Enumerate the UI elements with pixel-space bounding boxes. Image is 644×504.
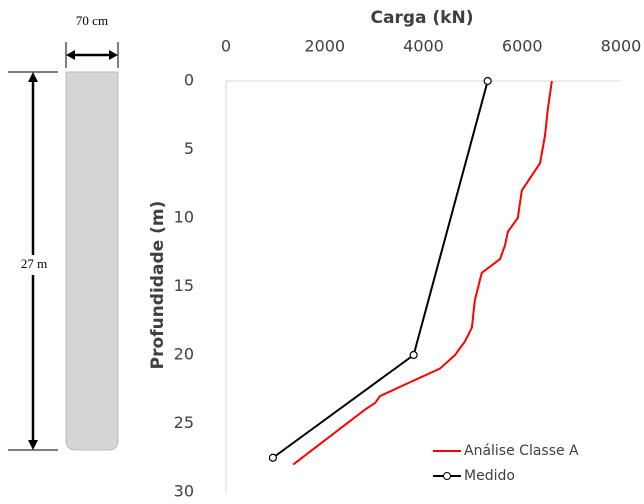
y-tick-label: 25: [174, 413, 194, 432]
pile-diagram: 70 cm 27 m: [8, 13, 119, 451]
point: [409, 350, 418, 360]
pile: [65, 71, 119, 451]
series-line: [272, 80, 489, 459]
y-tick-label: 15: [174, 276, 194, 295]
x-tick-label: 6000: [502, 37, 543, 56]
y-axis-label: Profundidade (m): [148, 201, 168, 370]
y-tick-label: 5: [184, 139, 194, 158]
length-label: 27 m: [21, 256, 47, 271]
y-tick-label: 10: [174, 208, 194, 227]
x-tick-label: 2000: [304, 37, 345, 56]
y-tick-label: 30: [174, 482, 194, 501]
x-tick-label: 8000: [601, 37, 642, 56]
point: [483, 76, 492, 86]
x-tick-label: 4000: [403, 37, 444, 56]
chart-title: Carga (kN): [371, 8, 474, 28]
point: [268, 453, 278, 462]
legend-label: Medido: [464, 468, 515, 484]
y-tick-label: 20: [174, 345, 194, 364]
y-tick-label: 0: [184, 71, 194, 90]
legend-marker: [443, 472, 451, 480]
x-tick-label: 0: [221, 37, 231, 56]
series-line: [292, 80, 553, 466]
width-label: 70 cm: [76, 13, 108, 28]
label-bg: [12, 255, 56, 275]
legend-label: Análise Classe A: [464, 443, 579, 459]
